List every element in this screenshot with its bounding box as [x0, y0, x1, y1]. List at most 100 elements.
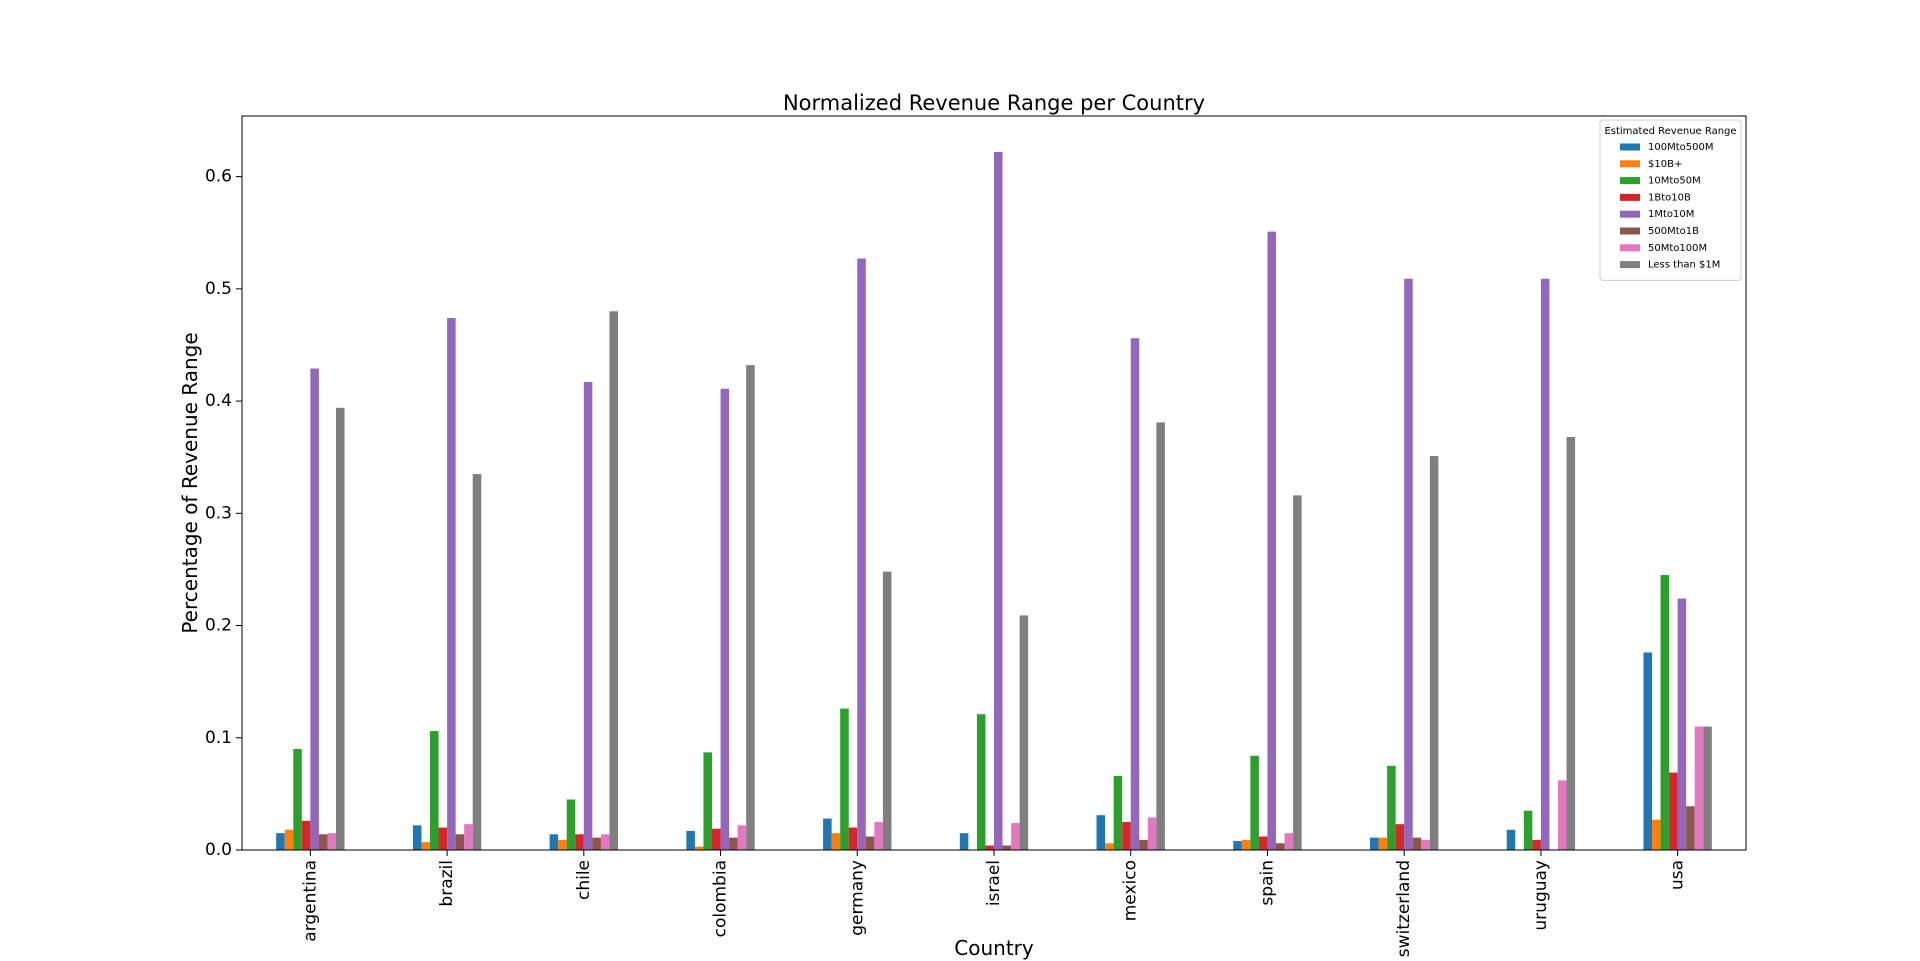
x-tick-label: chile	[574, 860, 594, 900]
x-tick-label: israel	[984, 860, 1004, 906]
bar	[276, 833, 285, 850]
bar	[1429, 456, 1439, 850]
bar	[994, 151, 1003, 850]
bar	[1233, 841, 1242, 850]
bar	[1703, 726, 1712, 850]
bar	[1540, 278, 1550, 850]
bar	[1660, 575, 1670, 850]
bar	[694, 846, 704, 850]
x-tick-label: switzerland	[1394, 860, 1414, 957]
plot-frame	[241, 115, 1747, 851]
bar	[1404, 278, 1413, 850]
x-tick-label: brazil	[437, 860, 457, 907]
bar	[857, 258, 866, 850]
legend-label: 10Mto50M	[1648, 176, 1701, 187]
bar	[1130, 338, 1140, 850]
bar	[558, 839, 567, 850]
bar	[310, 368, 319, 850]
bar	[1566, 436, 1576, 850]
legend-title: Estimated Revenue Range	[1604, 126, 1736, 137]
bar	[1686, 806, 1695, 850]
bar	[1412, 837, 1422, 850]
legend-box	[1599, 119, 1742, 281]
y-tick-label: 0.4	[205, 391, 232, 411]
bar	[1677, 598, 1687, 850]
bar	[874, 821, 883, 850]
bar	[865, 836, 875, 850]
bar	[1019, 615, 1029, 850]
bar	[1421, 839, 1430, 850]
y-tick-label: 0.1	[205, 728, 232, 748]
bar	[1002, 845, 1012, 850]
legend-label: Less than $1M	[1648, 260, 1720, 271]
x-tick-label: spain	[1257, 860, 1277, 906]
legend-label: 1Bto10B	[1648, 192, 1691, 203]
bar	[746, 365, 755, 850]
y-tick-label: 0.2	[205, 616, 232, 636]
bar	[455, 834, 465, 850]
x-tick-label: uruguay	[1531, 860, 1551, 931]
bar	[712, 828, 721, 850]
bar	[840, 708, 849, 850]
legend-swatch	[1620, 193, 1640, 201]
x-axis-label: Country	[954, 936, 1034, 960]
bar	[1643, 652, 1652, 850]
bar	[301, 820, 311, 850]
bar	[293, 748, 302, 850]
y-tick-label: 0.5	[205, 279, 232, 299]
y-tick-label: 0.6	[205, 167, 232, 187]
bar	[1105, 843, 1114, 850]
bar	[823, 818, 832, 850]
bar	[600, 834, 610, 850]
bar	[1652, 819, 1661, 850]
bar	[1284, 833, 1294, 850]
legend-swatch	[1620, 143, 1640, 151]
bar	[737, 825, 747, 850]
bar	[985, 845, 994, 850]
bar	[609, 311, 618, 850]
legend-label: $10B+	[1648, 159, 1682, 170]
bar	[447, 318, 456, 851]
bar	[327, 833, 336, 850]
legend-swatch	[1620, 160, 1640, 168]
bar	[566, 799, 576, 850]
bar	[336, 407, 345, 850]
bar	[1139, 839, 1148, 850]
bar	[1267, 231, 1276, 851]
x-tick-label: usa	[1668, 860, 1688, 890]
bar	[1276, 843, 1285, 850]
bar	[1532, 839, 1541, 850]
bar	[1258, 836, 1268, 850]
chart-title: Normalized Revenue Range per Country	[783, 91, 1205, 115]
legend-swatch	[1620, 261, 1640, 269]
bar	[464, 824, 473, 850]
y-axis-label: Percentage of Revenue Range	[178, 332, 202, 633]
bar	[1378, 837, 1388, 850]
legend-label: 50Mto100M	[1648, 243, 1707, 254]
bar	[729, 837, 738, 850]
legend-swatch	[1620, 177, 1640, 185]
bar	[318, 834, 328, 850]
legend-label: 500Mto1B	[1648, 226, 1699, 237]
y-tick-label: 0.0	[205, 840, 232, 860]
bar	[686, 830, 695, 850]
bar	[1506, 829, 1516, 850]
bar	[1122, 821, 1131, 850]
bar	[430, 731, 439, 850]
bar	[472, 474, 482, 850]
bar	[1370, 837, 1379, 850]
bar	[438, 827, 448, 850]
bar	[412, 825, 422, 850]
y-tick-label: 0.3	[205, 503, 232, 523]
bar	[882, 571, 892, 850]
bar	[1669, 772, 1678, 850]
bar	[1558, 780, 1567, 850]
bar	[549, 834, 559, 850]
bar	[1011, 823, 1020, 850]
bar	[1395, 824, 1405, 850]
bar	[959, 833, 969, 850]
bar	[1113, 775, 1123, 850]
bar	[831, 833, 841, 850]
